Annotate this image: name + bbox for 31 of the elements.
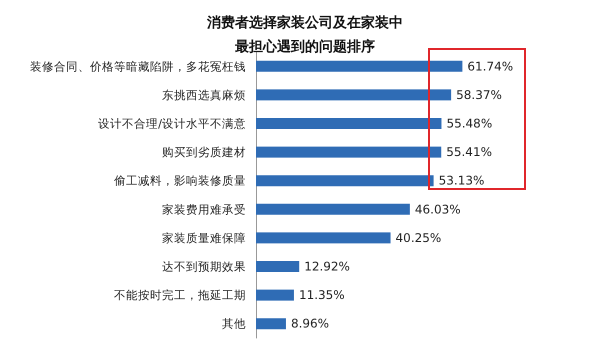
y-tick-label: 东挑西选真麻烦	[162, 88, 246, 102]
y-tick-label: 达不到预期效果	[162, 260, 246, 274]
y-tick-label: 设计不合理/设计水平不满意	[98, 116, 246, 130]
data-label: 46.03%	[414, 202, 461, 216]
data-label: 11.35%	[298, 288, 345, 302]
y-tick-label: 偷工减料，影响装修质量	[114, 174, 246, 188]
y-tick-label: 家装质量难保障	[162, 230, 246, 245]
data-label: 58.37%	[456, 88, 502, 102]
bar	[256, 204, 410, 215]
bar	[256, 290, 294, 301]
y-tick-label: 装修合同、价格等暗藏陷阱，多花冤枉钱	[30, 59, 246, 74]
data-label: 55.48%	[446, 116, 492, 130]
data-label: 61.74%	[467, 59, 514, 74]
bar	[256, 60, 462, 72]
data-label: 12.92%	[304, 260, 350, 274]
y-tick-label: 不能按时完工，拖延工期	[114, 288, 246, 302]
y-tick-label: 购买到劣质建材	[162, 145, 246, 160]
bar	[256, 89, 452, 100]
chart-title: 消费者选择家装公司及在家装中最担心遇到的问题排序	[206, 14, 403, 55]
bar	[256, 261, 300, 272]
y-tick-label: 家装费用难承受	[162, 202, 246, 216]
bar	[256, 146, 442, 158]
bar	[256, 232, 391, 244]
bar	[256, 175, 434, 186]
data-label: 40.25%	[396, 230, 442, 245]
data-label: 55.41%	[446, 145, 492, 160]
data-label: 53.13%	[438, 174, 484, 188]
bar	[256, 318, 286, 330]
y-tick-label: 其他	[222, 316, 246, 331]
data-label: 8.96%	[290, 316, 330, 331]
bar	[256, 118, 442, 129]
